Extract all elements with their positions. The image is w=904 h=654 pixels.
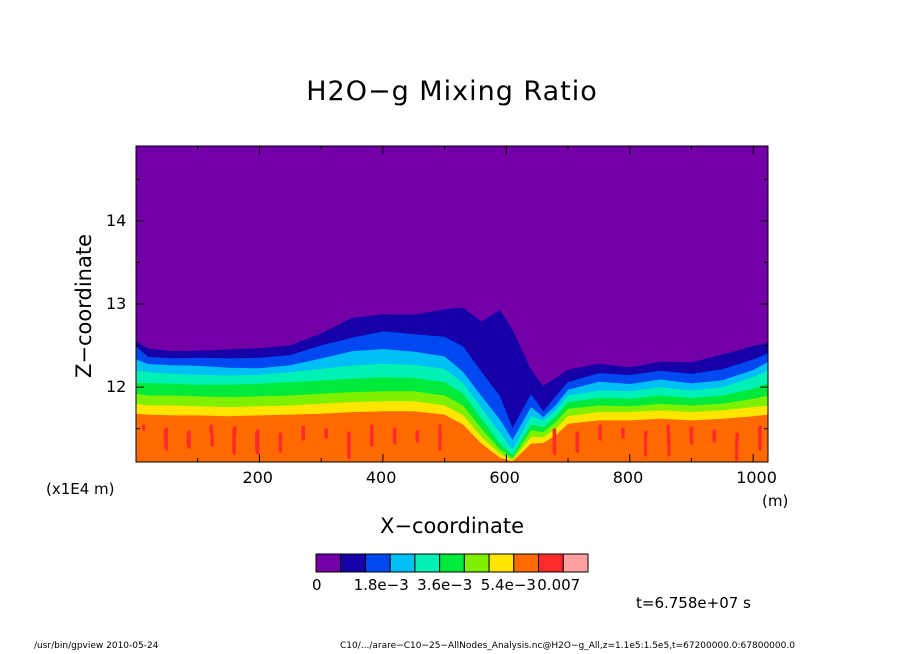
- x-axis-label: X−coordinate: [380, 514, 524, 538]
- colorbar-cell: [340, 553, 366, 573]
- speckle: [278, 433, 282, 451]
- colorbar-cell: [389, 553, 416, 573]
- speckle: [324, 429, 328, 437]
- colorbar-label: 0.007: [537, 576, 581, 594]
- colorbar-label: 5.4e−3: [480, 576, 536, 594]
- speckle: [210, 433, 214, 447]
- y-axis-label: Z−coordinate: [72, 234, 96, 378]
- colorbar-cell: [538, 553, 564, 573]
- speckle: [758, 426, 762, 449]
- colorbar-cell: [562, 553, 589, 573]
- y-tick-label: 12: [106, 377, 127, 397]
- axis-ticks: [136, 146, 768, 462]
- speckle: [438, 424, 442, 451]
- y-tick-label: 14: [106, 210, 127, 230]
- speckle: [552, 429, 556, 453]
- speckle: [415, 431, 419, 441]
- heatmap-field: [136, 146, 768, 462]
- x-tick-label: 600: [489, 468, 520, 487]
- chart-title: H2O−g Mixing Ratio: [306, 76, 598, 107]
- x-tick-label: 200: [242, 468, 273, 487]
- speckle: [575, 432, 579, 451]
- speckle: [392, 428, 396, 443]
- colorbar-cell: [414, 553, 441, 573]
- colorbar-cell: [364, 553, 391, 573]
- speckle: [209, 425, 213, 433]
- speckle: [142, 424, 146, 431]
- speckle: [255, 431, 259, 451]
- time-label: t=6.758e+07 s: [636, 594, 751, 612]
- x-tick-label: 800: [612, 468, 644, 487]
- footer-right: C10/.../arare−C10−25−AllNodes_Analysis.n…: [340, 641, 795, 651]
- colorbar-label: 0: [312, 576, 322, 594]
- speckle: [232, 428, 236, 453]
- speckle: [667, 433, 671, 457]
- colorbar-cell: [439, 553, 465, 573]
- x-scale-note: (x1E4 m): [46, 480, 115, 498]
- colorbar-label: 3.6e−3: [417, 576, 473, 594]
- x-unit-label: (m): [762, 492, 789, 510]
- colorbar-cell: [463, 553, 490, 573]
- speckle: [712, 430, 716, 441]
- speckle: [735, 433, 739, 461]
- footer-left: /usr/bin/gpview 2010-05-24: [34, 641, 159, 651]
- speckle: [301, 426, 305, 439]
- colorbar: [315, 553, 589, 573]
- speckle: [347, 432, 351, 457]
- colorbar-cell: [513, 553, 540, 573]
- y-tick-label: 13: [106, 294, 127, 313]
- speckle: [689, 427, 693, 443]
- x-tick-label: 1000: [736, 468, 777, 487]
- colorbar-cell: [315, 553, 342, 573]
- colorbar-cell: [488, 553, 515, 573]
- x-tick-label: 400: [365, 468, 397, 487]
- speckle: [621, 428, 625, 437]
- speckle: [666, 424, 670, 445]
- speckle: [163, 429, 167, 447]
- speckle: [643, 431, 647, 457]
- band-9: [136, 422, 768, 462]
- speckle: [598, 425, 602, 439]
- speckle: [186, 432, 190, 445]
- speckle: [369, 425, 373, 445]
- colorbar-label: 1.8e−3: [353, 576, 409, 594]
